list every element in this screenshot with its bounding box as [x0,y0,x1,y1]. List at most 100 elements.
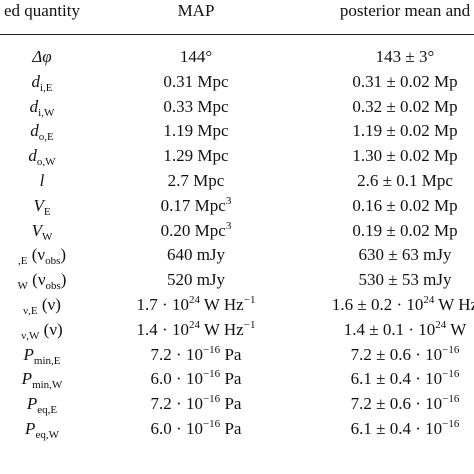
map-cell: 6.0 · 10−16 Pa [151,367,242,391]
map-exponent: 3 [225,194,232,207]
map-cell: 1.7 · 1024 W Hz−1 [137,293,256,317]
posterior-exponent: −16 [442,418,460,430]
symbol-subscript: ν,E [23,305,38,317]
map-unit: W Hz [199,295,244,314]
map-value: 520 mJy [166,270,226,290]
frequency-arg: (ν [31,245,46,265]
table-row: W (νobs) 520 mJy 530 ± 53 mJy [0,268,474,292]
map-cell: 1.4 · 1024 W Hz−1 [137,318,256,342]
symbol: Δφ [32,47,52,66]
posterior-cell: 1.30 ± 0.02 Mp [352,144,457,168]
quantity-cell: l [40,169,45,193]
posterior-value: 2.6 ± 0.1 Mpc [357,171,453,190]
frequency-close: ) [57,319,63,339]
frequency-close: ) [60,270,67,290]
quantity-cell: do,E [30,119,53,143]
posterior-value: 0.16 ± 0.02 Mp [352,195,458,215]
quantity-cell: Peq,E [27,392,57,416]
map-value: 2.7 Mpc [167,171,225,190]
map-exponent: 24 [188,318,200,331]
posterior-cell: 1.19 ± 0.02 Mp [352,119,457,143]
quantity-cell: di,W [30,95,55,119]
quantity-cell: do,W [28,144,55,168]
symbol-subscript: min,W [32,379,63,392]
quantity-cell: Peq,W [25,417,59,441]
map-exponent: 3 [225,219,232,232]
symbol-subscript: W [42,230,53,243]
posterior-cell: 2.6 ± 0.1 Mpc [357,169,453,193]
map-exponent: −16 [202,393,221,406]
map-exponent: −16 [202,343,221,356]
map-value: 7.2 · 10 [150,344,203,364]
map-cell: 1.19 Mpc [163,119,228,143]
map-unit: W Hz [199,319,244,339]
frequency-arg: (ν [43,319,58,339]
map-cell: 1.29 Mpc [163,144,228,168]
table-row: di,W 0.33 Mpc 0.32 ± 0.02 Mp [0,95,474,119]
frequency-subscript: obs [45,255,61,268]
map-value: 144° [179,47,213,66]
map-exponent: 24 [188,294,200,306]
map-value: 6.0 · 10 [150,369,203,389]
posterior-value: 6.1 ± 0.4 · 10 [350,369,443,389]
map-cell: 0.33 Mpc [163,95,228,119]
posterior-cell: 7.2 ± 0.6 · 10−16 [351,392,460,416]
posterior-value: 143 ± 3° [375,47,435,66]
map-unit: Pa [220,419,242,438]
posterior-cell: 630 ± 63 mJy [359,243,452,267]
quantity-cell: ,E (νobs) [18,243,66,267]
quantity-cell: Pmin,E [24,343,61,367]
symbol-subscript: i,E [39,81,53,94]
header-map: MAP [177,1,215,20]
posterior-value: 1.30 ± 0.02 Mp [352,146,458,166]
symbol: d [29,96,39,116]
map-value: 0.31 Mpc [163,71,229,91]
symbol-subscript: ,E [17,255,28,268]
symbol: V [33,195,44,215]
symbol: d [28,146,37,166]
quantity-cell: di,E [31,70,52,94]
map-value: 0.20 Mpc [160,220,226,240]
header-posterior: posterior mean and [339,1,471,20]
quantity-cell: ν,W (ν) [21,318,62,342]
table-row: ν,E (ν) 1.7 · 1024 W Hz−1 1.6 ± 0.2 · 1024… [0,293,474,317]
map-unit-exponent: −1 [243,294,256,306]
symbol: l [39,171,45,190]
posterior-exponent: −16 [442,393,460,406]
symbol-subscript: o,W [36,156,56,169]
posterior-value: 630 ± 63 mJy [358,245,452,265]
map-unit: Pa [220,344,242,364]
header-quantity: ed quantity [3,1,81,20]
table-row: di,E 0.31 Mpc 0.31 ± 0.02 Mp [0,70,474,94]
symbol: P [23,344,34,364]
posterior-exponent: −16 [442,343,460,356]
map-value: 6.0 · 10 [150,419,203,438]
symbol: P [26,394,38,414]
frequency-arg: (ν [41,295,56,314]
map-value: 1.19 Mpc [163,121,229,141]
table-row: VW 0.20 Mpc3 0.19 ± 0.02 Mp [0,219,474,243]
quantity-cell: ν,E (ν) [23,293,61,317]
frequency-arg: (ν [32,270,46,290]
table-row: do,E 1.19 Mpc 1.19 ± 0.02 Mp [0,119,474,143]
symbol-subscript: eq,W [35,429,59,441]
posterior-cell: 0.32 ± 0.02 Mp [352,95,457,119]
map-value: 640 mJy [166,245,226,265]
frequency-close: ) [60,245,67,265]
map-cell: 6.0 · 10−16 Pa [151,417,242,441]
posterior-value: 7.2 ± 0.6 · 10 [350,344,443,364]
table-row: Pmin,E 7.2 · 10−16 Pa 7.2 ± 0.6 · 10−16 [0,343,474,367]
map-value: 0.33 Mpc [163,96,229,116]
map-cell: 7.2 · 10−16 Pa [151,392,242,416]
header-rule [0,34,474,35]
posterior-cell: 6.1 ± 0.4 · 10−16 [351,367,460,391]
map-unit: Pa [220,394,242,414]
posterior-value: 0.19 ± 0.02 Mp [352,220,458,240]
map-exponent: −16 [202,418,221,430]
posterior-exponent: 24 [423,294,435,306]
map-unit: Pa [220,369,242,389]
map-value: 1.29 Mpc [163,146,229,166]
posterior-cell: 7.2 ± 0.6 · 10−16 [351,343,460,367]
symbol-subscript: E [43,205,51,218]
